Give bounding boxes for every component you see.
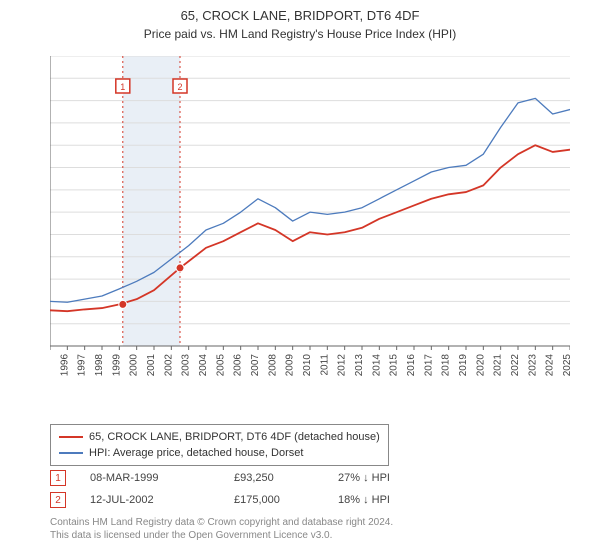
svg-text:2020: 2020 [475, 354, 486, 376]
svg-text:1998: 1998 [94, 354, 105, 376]
legend-row: HPI: Average price, detached house, Dors… [59, 445, 380, 461]
svg-text:2023: 2023 [527, 354, 538, 376]
page-root: 65, CROCK LANE, BRIDPORT, DT6 4DF Price … [0, 0, 600, 560]
chart-svg: £0£50K£100K£150K£200K£250K£300K£350K£400… [50, 56, 570, 376]
svg-text:2009: 2009 [285, 354, 296, 376]
svg-text:2004: 2004 [198, 354, 209, 376]
svg-text:1999: 1999 [111, 354, 122, 376]
svg-text:1996: 1996 [59, 354, 70, 376]
legend-swatch [59, 436, 83, 438]
svg-text:2014: 2014 [371, 354, 382, 376]
svg-text:2011: 2011 [319, 354, 330, 376]
svg-text:2021: 2021 [493, 354, 504, 376]
svg-text:2008: 2008 [267, 354, 278, 376]
license-text: Contains HM Land Registry data © Crown c… [50, 516, 570, 542]
svg-text:1: 1 [120, 82, 125, 92]
svg-text:2002: 2002 [163, 354, 174, 376]
svg-text:2022: 2022 [510, 354, 521, 376]
svg-text:2025: 2025 [562, 354, 570, 376]
sale-row-hpi: 18% ↓ HPI [338, 494, 428, 506]
svg-text:2024: 2024 [545, 354, 556, 376]
svg-text:2006: 2006 [233, 354, 244, 376]
sale-row-price: £93,250 [234, 472, 314, 484]
svg-text:2013: 2013 [354, 354, 365, 376]
svg-text:2: 2 [177, 82, 182, 92]
svg-text:2007: 2007 [250, 354, 261, 376]
license-line-1: Contains HM Land Registry data © Crown c… [50, 516, 570, 529]
legend-row: 65, CROCK LANE, BRIDPORT, DT6 4DF (detac… [59, 429, 380, 445]
svg-text:1995: 1995 [50, 354, 53, 376]
legend-label: HPI: Average price, detached house, Dors… [89, 447, 303, 459]
sale-row-badge: 1 [50, 470, 66, 486]
sale-row-hpi: 27% ↓ HPI [338, 472, 428, 484]
svg-text:2001: 2001 [146, 354, 157, 376]
svg-text:2015: 2015 [389, 354, 400, 376]
sale-row-date: 08-MAR-1999 [90, 472, 210, 484]
chart-title: 65, CROCK LANE, BRIDPORT, DT6 4DF [0, 0, 600, 23]
sale-row: 1 08-MAR-1999 £93,250 27% ↓ HPI [50, 468, 428, 488]
svg-text:2010: 2010 [302, 354, 313, 376]
legend: 65, CROCK LANE, BRIDPORT, DT6 4DF (detac… [50, 424, 389, 466]
svg-text:2000: 2000 [129, 354, 140, 376]
svg-text:2012: 2012 [337, 354, 348, 376]
sale-row-badge: 2 [50, 492, 66, 508]
svg-text:2005: 2005 [215, 354, 226, 376]
sale-row-price: £175,000 [234, 494, 314, 506]
legend-swatch [59, 452, 83, 454]
svg-text:1997: 1997 [77, 354, 88, 376]
chart-subtitle: Price paid vs. HM Land Registry's House … [0, 27, 600, 41]
sale-row: 2 12-JUL-2002 £175,000 18% ↓ HPI [50, 490, 428, 510]
svg-text:2016: 2016 [406, 354, 417, 376]
svg-text:2017: 2017 [423, 354, 434, 376]
sale-marker-table: 1 08-MAR-1999 £93,250 27% ↓ HPI 2 12-JUL-2002… [50, 468, 428, 512]
license-line-2: This data is licensed under the Open Gov… [50, 529, 570, 542]
svg-text:2018: 2018 [441, 354, 452, 376]
sale-row-date: 12-JUL-2002 [90, 494, 210, 506]
svg-text:2003: 2003 [181, 354, 192, 376]
svg-text:2019: 2019 [458, 354, 469, 376]
legend-label: 65, CROCK LANE, BRIDPORT, DT6 4DF (detac… [89, 431, 380, 443]
